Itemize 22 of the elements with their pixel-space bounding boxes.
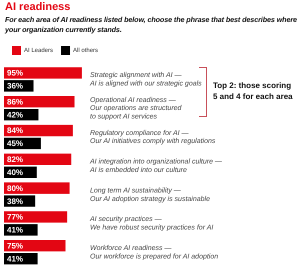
data-label: 45%: [7, 139, 24, 148]
data-label: 95%: [7, 68, 24, 78]
data-label: 75%: [7, 241, 24, 250]
bar: [4, 154, 72, 166]
bar: [4, 67, 82, 79]
data-label: 38%: [7, 196, 24, 206]
data-label: 41%: [7, 254, 24, 264]
chart-title: AI readiness: [5, 1, 70, 13]
data-label: 84%: [7, 126, 24, 136]
data-label: 42%: [7, 110, 24, 120]
text: Top 2: those scoring 5 and 4 for each area: [213, 80, 293, 102]
data-label: 41%: [7, 226, 24, 235]
data-label: 86%: [7, 97, 24, 106]
data-label: 77%: [7, 212, 24, 222]
bar: [4, 182, 70, 194]
data-label: 82%: [7, 155, 24, 164]
data-label: 40%: [7, 168, 24, 177]
bar: [4, 240, 66, 252]
data-label: 80%: [7, 184, 24, 193]
data-label: 36%: [7, 82, 24, 91]
bar: [4, 96, 75, 108]
bar: [4, 211, 68, 223]
